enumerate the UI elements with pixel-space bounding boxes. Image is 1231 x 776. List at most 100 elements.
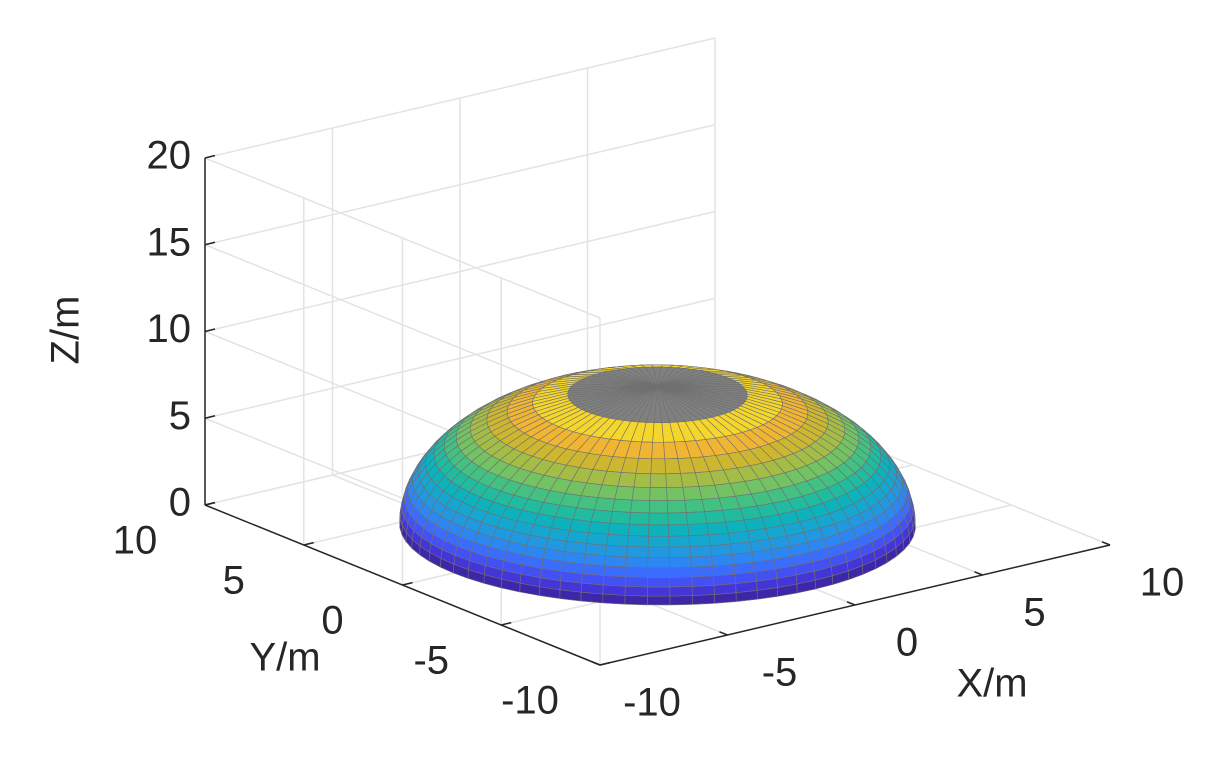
surface-patch bbox=[668, 546, 691, 558]
surface-patch bbox=[586, 532, 609, 546]
x-tick-label: -5 bbox=[762, 651, 798, 695]
surface-patch bbox=[647, 577, 671, 588]
tick-mark bbox=[846, 601, 856, 606]
surface-patch bbox=[665, 473, 684, 488]
tick-mark bbox=[1101, 541, 1111, 546]
surface-patch bbox=[706, 521, 729, 535]
surface-patch bbox=[690, 555, 714, 568]
surface-patch bbox=[590, 509, 613, 524]
surface-patch bbox=[666, 499, 687, 514]
tick-mark bbox=[204, 415, 216, 419]
tick-mark bbox=[501, 621, 512, 626]
surface-patch bbox=[648, 500, 669, 514]
surface-patch bbox=[685, 511, 708, 525]
surface-patch bbox=[691, 575, 715, 587]
surface-patch bbox=[630, 499, 650, 514]
surface-patch bbox=[689, 545, 712, 558]
surface-patch bbox=[624, 585, 648, 597]
surface-patch bbox=[708, 532, 731, 546]
surface-patch bbox=[631, 486, 651, 501]
surface-patch bbox=[690, 565, 714, 578]
surface-patch bbox=[611, 498, 633, 513]
surface-patch bbox=[605, 544, 628, 558]
z-tick-label: 20 bbox=[147, 134, 192, 178]
surface-patch bbox=[647, 535, 670, 548]
grid-line bbox=[204, 244, 601, 406]
surface-patch bbox=[635, 458, 652, 475]
surface-patch bbox=[725, 519, 748, 534]
surface-patch bbox=[588, 521, 611, 535]
y-tick-label: 5 bbox=[223, 559, 245, 603]
z-tick-label: 15 bbox=[147, 220, 192, 264]
surface-patch bbox=[606, 534, 629, 547]
grid-line bbox=[204, 210, 716, 333]
x-tick-label: 10 bbox=[1140, 561, 1185, 605]
z-tick-label: 10 bbox=[147, 307, 192, 351]
z-tick-label: 0 bbox=[169, 481, 191, 525]
surface-patch bbox=[572, 507, 595, 522]
z-tick-label: 5 bbox=[169, 394, 191, 438]
surface-patch bbox=[584, 543, 608, 556]
y-tick-label: -5 bbox=[413, 639, 449, 683]
x-tick-label: -10 bbox=[623, 681, 681, 725]
z-axis-label: Z/m bbox=[44, 296, 88, 365]
grid-line bbox=[204, 124, 716, 246]
surface-patch bbox=[614, 485, 635, 501]
tick-mark bbox=[204, 501, 216, 506]
surface-patch bbox=[628, 512, 650, 526]
grid-line bbox=[204, 297, 716, 419]
surface-patch bbox=[691, 594, 715, 605]
surface-patch bbox=[617, 472, 637, 488]
y-axis-label: Y/m bbox=[249, 636, 320, 680]
surface-patch bbox=[701, 497, 723, 512]
surface-patch bbox=[647, 595, 671, 606]
surface-patch bbox=[682, 486, 703, 501]
surface-patch bbox=[664, 458, 681, 475]
surface-patch bbox=[669, 576, 693, 588]
surface-patch bbox=[687, 523, 710, 537]
x-axis-label: X/m bbox=[956, 662, 1027, 706]
tick-mark bbox=[599, 661, 611, 666]
tick-mark bbox=[974, 571, 983, 576]
tick-mark bbox=[719, 631, 728, 636]
surface-patch bbox=[602, 593, 626, 605]
surface-patch bbox=[633, 472, 652, 488]
surface-patch bbox=[647, 546, 670, 558]
surface-patch bbox=[650, 458, 667, 475]
surface-patch bbox=[604, 555, 627, 568]
surface-patch bbox=[711, 554, 735, 567]
surface-patch bbox=[709, 543, 733, 557]
tick-mark bbox=[204, 328, 216, 333]
surface-patch bbox=[667, 524, 690, 537]
surface-patch bbox=[667, 512, 689, 526]
surface-patch bbox=[647, 567, 671, 578]
surface-patch bbox=[652, 422, 664, 443]
surface-patch bbox=[649, 487, 668, 501]
surface-patch bbox=[647, 557, 670, 569]
x-tick-label: 0 bbox=[896, 621, 918, 665]
surface-patch bbox=[625, 566, 649, 578]
grid-line bbox=[204, 157, 601, 319]
surface-patch bbox=[669, 566, 693, 578]
tick-mark bbox=[204, 154, 216, 159]
surface-patch bbox=[648, 512, 669, 526]
y-tick-label: 10 bbox=[113, 519, 158, 563]
surface-patch bbox=[626, 546, 649, 558]
surface-patch bbox=[668, 535, 691, 548]
surface-patch bbox=[691, 585, 715, 596]
surface-patch bbox=[648, 524, 669, 537]
surface-patch bbox=[669, 586, 693, 597]
surface-patch bbox=[666, 486, 686, 501]
x-tick-label: 5 bbox=[1023, 591, 1045, 635]
surface-patch bbox=[624, 576, 648, 588]
surface-patch bbox=[684, 499, 705, 513]
surface-patch bbox=[649, 473, 667, 488]
tick-mark bbox=[402, 581, 413, 586]
surface-patch bbox=[602, 575, 626, 587]
surface-patch bbox=[627, 535, 649, 548]
surface-patch bbox=[627, 523, 650, 537]
surface-patch bbox=[647, 586, 671, 597]
surface-patch bbox=[722, 507, 745, 523]
surface-patch bbox=[668, 556, 692, 569]
